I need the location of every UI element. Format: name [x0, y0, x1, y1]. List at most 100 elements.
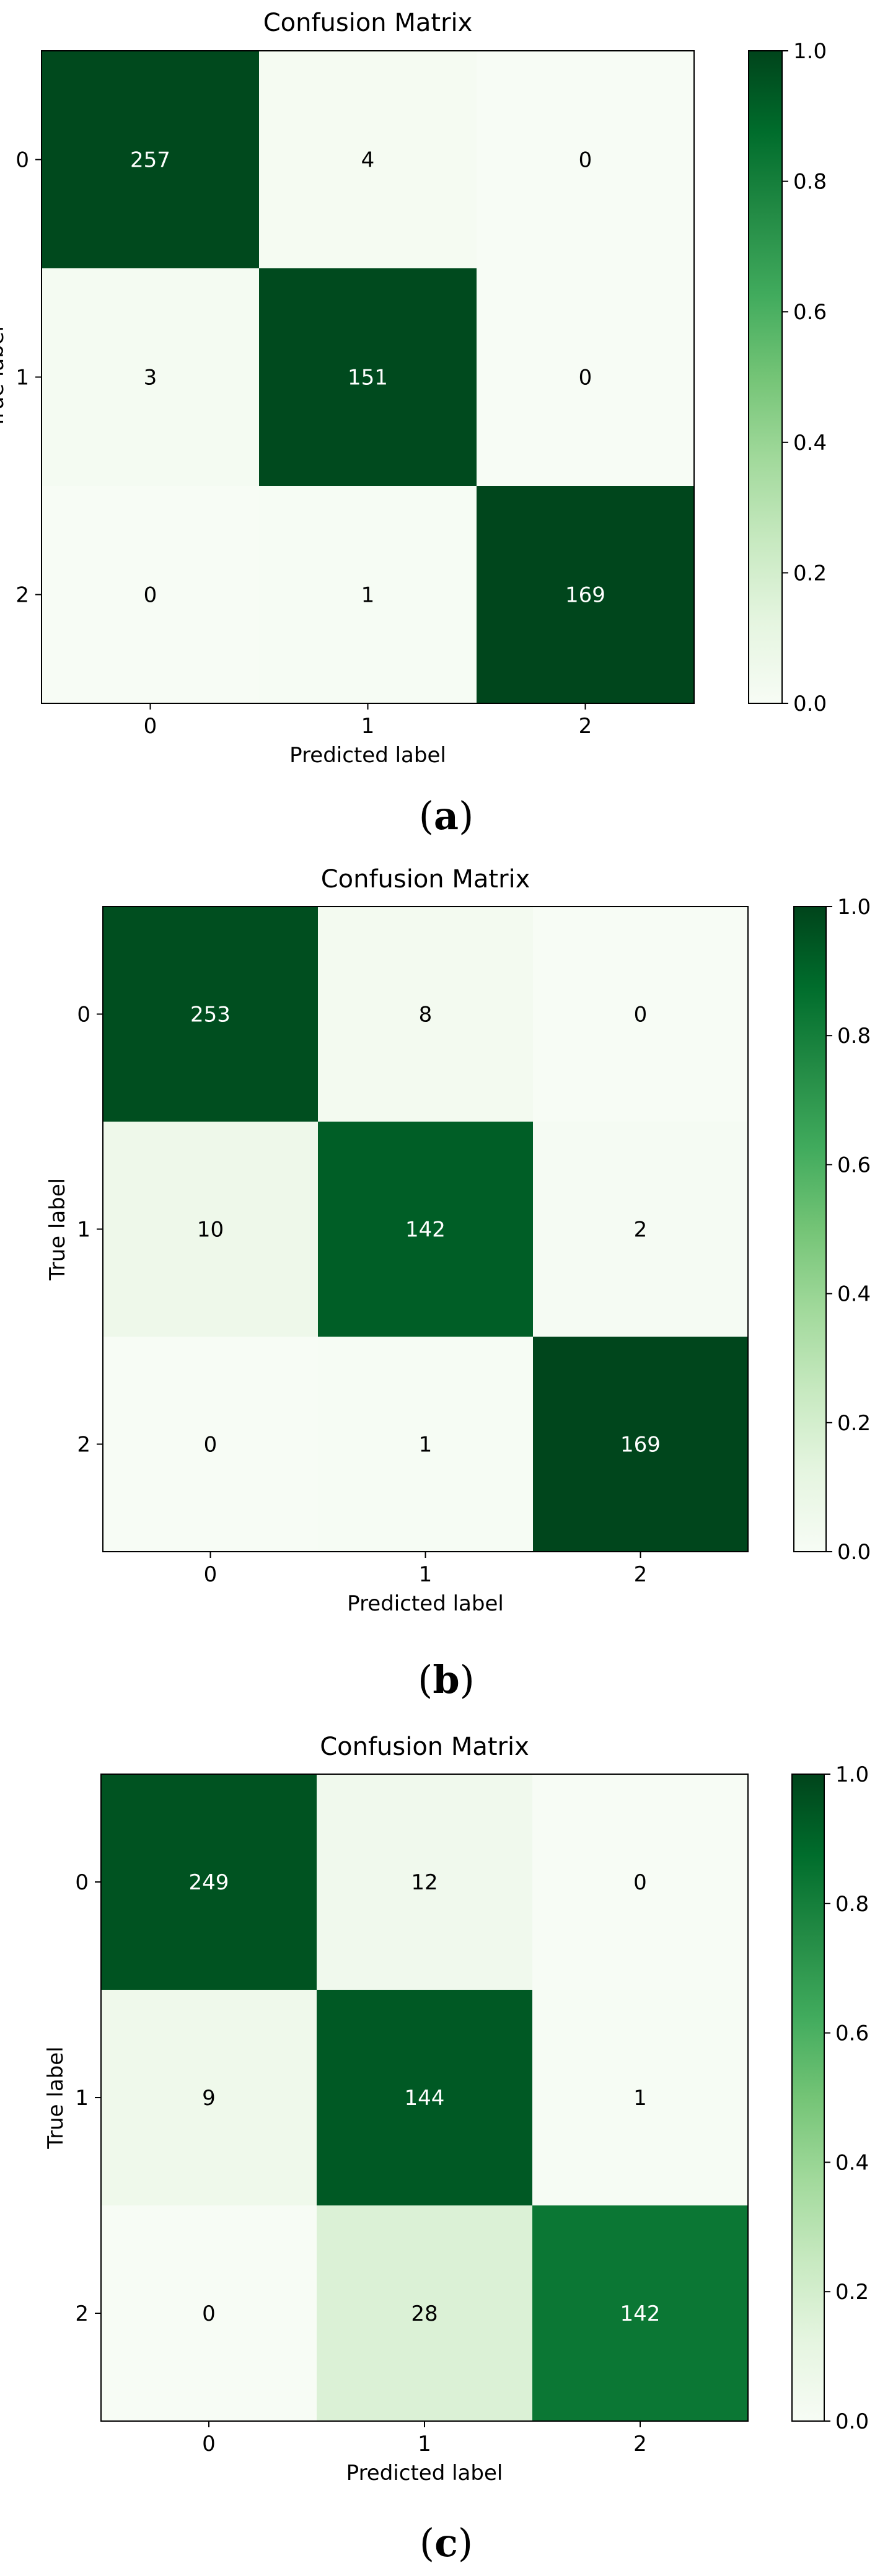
- cell-value-label: 4: [361, 148, 375, 173]
- y-tick-label: 0: [75, 1870, 89, 1895]
- colorbar: [791, 1774, 825, 2422]
- cell-value-label: 1: [633, 2086, 647, 2111]
- heatmap-cell: [259, 51, 477, 269]
- panel-caption: (c): [420, 2520, 473, 2565]
- cell-value-label: 0: [202, 2301, 216, 2326]
- y-axis-label: True label: [0, 326, 9, 429]
- cell-value-label: 169: [620, 1433, 661, 1457]
- cell-value-label: 1: [361, 583, 375, 608]
- colorbar-tick-label: 0.0: [835, 2409, 869, 2434]
- y-tick-label: 2: [75, 2301, 89, 2326]
- heatmap-cell: [477, 268, 695, 486]
- colorbar-tick-label: 1.0: [835, 1762, 869, 1787]
- cell-value-label: 0: [144, 583, 157, 608]
- heatmap-cell: [101, 2205, 317, 2422]
- x-axis-label: Predicted label: [346, 2461, 503, 2486]
- heatmap-cell: [477, 486, 695, 704]
- y-tick-label: 1: [15, 366, 29, 390]
- heatmap-cell: [318, 1122, 534, 1337]
- x-tick-label: 0: [202, 2432, 216, 2456]
- heatmap-cell: [42, 268, 260, 486]
- colorbar-tick-label: 1.0: [793, 39, 827, 64]
- y-tick-label: 0: [77, 1003, 90, 1027]
- cell-value-label: 9: [202, 2086, 216, 2111]
- colorbar-tick-label: 0.2: [793, 561, 827, 586]
- heatmap-cell: [533, 1337, 749, 1552]
- cell-value-label: 2: [634, 1218, 648, 1242]
- x-tick-label: 0: [204, 1562, 218, 1587]
- heatmap-cell: [42, 51, 260, 269]
- colorbar-tick-label: 0.8: [835, 1892, 869, 1917]
- colorbar: [793, 906, 827, 1552]
- colorbar-tick-label: 0.8: [793, 170, 827, 195]
- cell-value-label: 10: [197, 1218, 224, 1242]
- heatmap-cell: [259, 268, 477, 486]
- caption-letter: b: [433, 1657, 459, 1702]
- cell-value-label: 0: [634, 1003, 648, 1027]
- cell-value-label: 0: [579, 366, 592, 390]
- heatmap-cell: [259, 486, 477, 704]
- heatmap-cell: [533, 907, 749, 1122]
- colorbar-tick-label: 0.0: [837, 1540, 871, 1565]
- heatmap-cell: [318, 1337, 534, 1552]
- y-axis-label: True label: [45, 1178, 70, 1281]
- colorbar-tick-label: 0.2: [835, 2280, 869, 2305]
- heatmap-cell: [101, 1990, 317, 2206]
- caption-open-paren: (: [420, 2520, 434, 2565]
- cell-value-label: 0: [633, 1870, 647, 1895]
- cell-value-label: 253: [190, 1003, 231, 1027]
- x-tick-label: 0: [144, 714, 157, 739]
- heatmap-cell: [101, 1774, 317, 1990]
- colorbar-tick-label: 0.8: [837, 1024, 871, 1048]
- cell-value-label: 142: [620, 2301, 661, 2326]
- chart-title: Confusion Matrix: [320, 1733, 529, 1761]
- y-tick-label: 2: [77, 1433, 90, 1457]
- heatmap-cell: [42, 486, 260, 704]
- x-tick-label: 2: [579, 714, 592, 739]
- cell-value-label: 249: [189, 1870, 229, 1895]
- confusion-matrix-panel: Confusion Matrix 253 8 0 10 142 2 0 1 169 0 1 2 0 1 2 Pr…: [45, 865, 871, 1702]
- heatmap-cell: [532, 1774, 749, 1990]
- y-tick-label: 0: [15, 148, 29, 173]
- heatmap-cell: [532, 2205, 749, 2422]
- cell-value-label: 169: [565, 583, 605, 608]
- cell-value-label: 144: [405, 2086, 445, 2111]
- x-tick-label: 2: [634, 1562, 648, 1587]
- x-tick-label: 1: [419, 1562, 433, 1587]
- y-tick-label: 1: [75, 2086, 89, 2111]
- cell-value-label: 142: [405, 1218, 446, 1242]
- y-axis-label: True label: [43, 2046, 68, 2149]
- colorbar-tick-label: 0.6: [837, 1153, 871, 1177]
- y-tick-label: 2: [15, 583, 29, 608]
- confusion-matrix-panel: Confusion Matrix 257 4 0 3 151 0 0 1 169 0 1 2 0 1 2 Pre…: [0, 9, 827, 838]
- heatmap-cell: [317, 1774, 533, 1990]
- chart-title: Confusion Matrix: [263, 9, 473, 37]
- colorbar-tick-label: 0.2: [837, 1411, 871, 1436]
- colorbar-tick-label: 0.4: [793, 431, 827, 455]
- cell-value-label: 8: [419, 1003, 433, 1027]
- caption-open-paren: (: [419, 793, 434, 838]
- caption-letter: c: [434, 2520, 458, 2565]
- colorbar-tick-label: 0.6: [835, 2021, 869, 2046]
- panel-caption: (a): [419, 793, 474, 838]
- colorbar-tick-label: 0.4: [835, 2150, 869, 2175]
- caption-close-paren: ): [459, 793, 473, 838]
- heatmap-cell: [103, 1122, 319, 1337]
- chart-title: Confusion Matrix: [321, 865, 530, 894]
- x-axis-label: Predicted label: [289, 743, 446, 768]
- heatmap-cell: [477, 51, 695, 269]
- colorbar-tick-label: 0.6: [793, 300, 827, 325]
- cell-value-label: 151: [348, 366, 388, 390]
- heatmap-cell: [533, 1122, 749, 1337]
- caption-close-paren: ): [458, 2520, 473, 2565]
- cell-value-label: 0: [579, 148, 592, 173]
- heatmap-cell: [317, 2205, 533, 2422]
- caption-close-paren: ): [460, 1657, 475, 1702]
- cell-value-label: 12: [411, 1870, 438, 1895]
- x-axis-label: Predicted label: [347, 1591, 504, 1616]
- heatmap-cell: [532, 1990, 749, 2206]
- heatmap-cell: [103, 907, 319, 1122]
- colorbar-tick-label: 0.0: [793, 692, 827, 716]
